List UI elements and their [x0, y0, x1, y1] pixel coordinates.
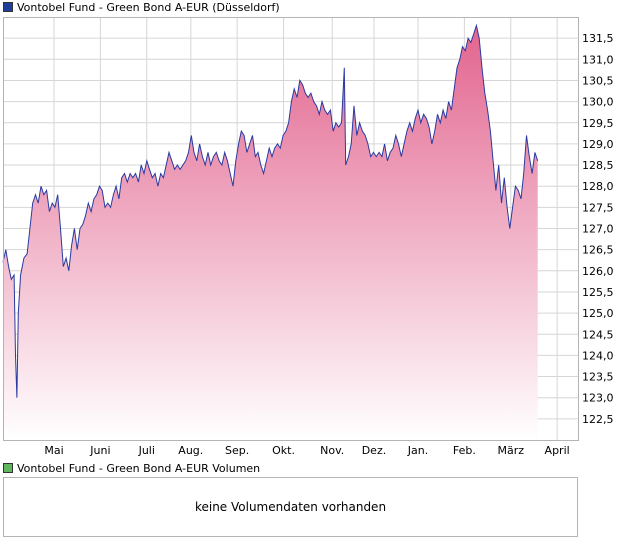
price-area-fill: [3, 25, 538, 440]
x-tick-label: Okt.: [272, 444, 295, 457]
y-tick-label: 124,0: [582, 349, 614, 362]
x-tick-label: Juli: [138, 444, 155, 457]
x-tick-label: Feb.: [453, 444, 476, 457]
y-tick-label: 127,0: [582, 223, 614, 236]
y-tick-label: 131,5: [582, 32, 614, 45]
volume-empty-message: keine Volumendaten vorhanden: [194, 500, 387, 514]
x-axis: Mai Juni Juli Aug. Sep. Okt. Nov. Dez. Jan. Feb. M…: [44, 444, 569, 457]
y-tick-label: 123,0: [582, 392, 614, 405]
y-tick-label: 128,0: [582, 180, 614, 193]
x-tick-label: März: [497, 444, 524, 457]
y-tick-label: 126,5: [582, 244, 614, 257]
main-legend-label: Vontobel Fund - Green Bond A-EUR (Düssel…: [17, 0, 280, 14]
x-tick-label: Jan.: [407, 444, 428, 457]
y-tick-label: 130,0: [582, 96, 614, 109]
volume-legend: Vontobel Fund - Green Bond A-EUR Volumen: [3, 461, 260, 475]
y-tick-label: 125,0: [582, 307, 614, 320]
y-tick-label: 123,5: [582, 371, 614, 384]
volume-legend-label: Vontobel Fund - Green Bond A-EUR Volumen: [17, 461, 261, 475]
main-legend: Vontobel Fund - Green Bond A-EUR (Düssel…: [3, 0, 280, 14]
y-tick-label: 124,5: [582, 328, 614, 341]
x-tick-label: Dez.: [362, 444, 387, 457]
x-tick-label: Nov.: [320, 444, 344, 457]
volume-legend-swatch: [3, 463, 13, 473]
y-tick-label: 127,5: [582, 201, 614, 214]
y-tick-label: 128,5: [582, 159, 614, 172]
price-area-chart: 122,5 123,0 123,5 124,0 124,5 125,0 125,5 126,0…: [2, 17, 614, 457]
y-tick-label: 129,0: [582, 138, 614, 151]
x-tick-label: Juni: [89, 444, 110, 457]
main-legend-swatch: [3, 2, 13, 12]
x-tick-label: Mai: [44, 444, 63, 457]
x-tick-label: April: [545, 444, 570, 457]
plot-frame: [3, 17, 579, 441]
volume-panel: keine Volumendaten vorhanden: [3, 477, 578, 537]
y-tick-label: 126,0: [582, 265, 614, 278]
y-tick-label: 122,5: [582, 413, 614, 426]
x-tick-label: Aug.: [178, 444, 203, 457]
price-line: [2, 23, 539, 398]
y-tick-label: 125,5: [582, 286, 614, 299]
y-axis: 122,5 123,0 123,5 124,0 124,5 125,0 125,5 126,0…: [582, 32, 614, 426]
y-tick-label: 130,5: [582, 74, 614, 87]
x-tick-label: Sep.: [225, 444, 249, 457]
y-tick-label: 129,5: [582, 117, 614, 130]
y-tick-label: 131,0: [582, 53, 614, 66]
